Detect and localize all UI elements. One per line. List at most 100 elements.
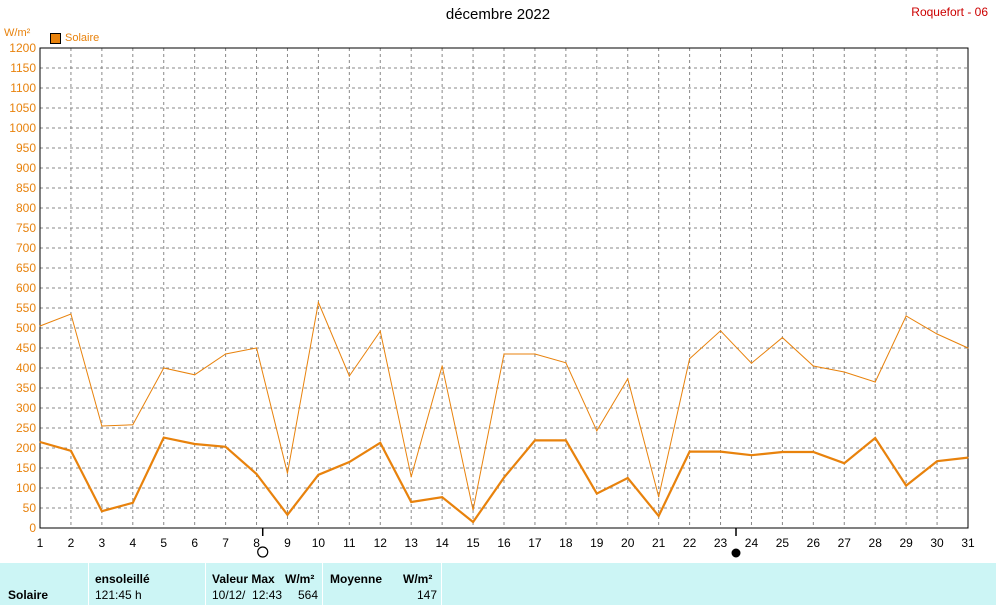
data-point-max	[132, 424, 134, 426]
data-point-mean	[719, 451, 722, 453]
data-point-max	[194, 374, 196, 376]
mean-header: Moyenne	[330, 572, 383, 586]
data-point-max	[534, 353, 536, 355]
data-point-max	[689, 358, 691, 360]
x-tick-label: 12	[374, 536, 388, 550]
data-point-max	[410, 476, 412, 478]
x-tick-label: 7	[222, 536, 229, 550]
data-point-max	[70, 313, 72, 315]
sunshine-header: ensoleillé	[95, 572, 150, 586]
data-point-mean	[255, 473, 258, 475]
x-tick-label: 19	[590, 536, 604, 550]
y-tick-label: 750	[16, 221, 36, 235]
x-tick-label: 11	[343, 536, 356, 550]
y-tick-label: 0	[29, 521, 36, 535]
x-tick-label: 28	[869, 536, 883, 550]
data-point-max	[750, 362, 753, 364]
full-moon-icon	[257, 546, 269, 558]
y-tick-label: 200	[16, 441, 36, 455]
x-tick-label: 16	[497, 536, 511, 550]
data-point-mean	[967, 457, 969, 459]
data-point-max	[317, 301, 319, 303]
x-tick-label: 13	[405, 536, 419, 550]
summary-footer: Solaire ensoleillé 121:45 h Valeur Max W…	[0, 563, 996, 605]
data-point-mean	[410, 501, 412, 503]
data-point-mean	[101, 510, 103, 512]
x-tick-label: 5	[160, 536, 167, 550]
x-tick-label: 22	[683, 536, 697, 550]
x-tick-label: 27	[838, 536, 852, 550]
data-point-max	[101, 425, 103, 427]
y-tick-label: 850	[16, 181, 36, 195]
x-tick-label: 9	[284, 536, 291, 550]
x-tick-label: 21	[652, 536, 666, 550]
data-point-max	[781, 337, 784, 339]
data-point-max	[379, 330, 381, 332]
data-point-max	[658, 496, 660, 498]
max-value: 564	[298, 588, 319, 602]
data-point-mean	[441, 496, 443, 498]
y-tick-label: 650	[16, 261, 36, 275]
legend-swatch	[50, 32, 61, 44]
x-tick-label: 30	[930, 536, 944, 550]
data-point-max	[967, 347, 969, 349]
x-tick-label: 26	[807, 536, 821, 550]
data-point-max	[905, 315, 907, 317]
station-name: Roquefort - 06	[911, 5, 988, 19]
footer-sunshine-cell: ensoleillé 121:45 h	[89, 563, 205, 605]
legend-label: Solaire	[65, 32, 100, 44]
mean-value: 147	[417, 588, 438, 602]
y-axis-unit: W/m²	[4, 27, 31, 39]
data-point-mean	[689, 451, 691, 453]
data-point-mean	[225, 446, 227, 448]
legend: Solaire	[50, 32, 99, 44]
x-tick-label: 18	[559, 536, 573, 550]
x-tick-label: 10	[312, 536, 326, 550]
x-tick-label: 23	[714, 536, 728, 550]
sunshine-value: 121:45 h	[95, 588, 142, 602]
data-point-max	[472, 509, 474, 511]
y-tick-label: 400	[16, 361, 36, 375]
data-point-max	[596, 430, 598, 432]
x-tick-label: 4	[129, 536, 136, 550]
data-point-mean	[874, 437, 876, 439]
y-tick-label: 100	[16, 481, 36, 495]
data-point-max	[719, 330, 722, 332]
data-point-mean	[348, 461, 350, 463]
data-point-max	[348, 375, 350, 377]
y-tick-label: 300	[16, 401, 36, 415]
mean-unit: W/m²	[403, 572, 433, 586]
y-tick-label: 50	[23, 501, 37, 515]
max-date: 10/12/ 12:43	[212, 588, 283, 602]
data-point-mean	[317, 474, 319, 476]
data-point-mean	[70, 450, 72, 452]
data-point-max	[503, 353, 505, 355]
y-tick-label: 550	[16, 301, 36, 315]
data-point-max	[225, 353, 227, 355]
data-point-mean	[286, 514, 289, 516]
y-tick-label: 1100	[10, 81, 36, 95]
y-tick-label: 600	[16, 281, 36, 295]
data-point-max	[627, 378, 629, 380]
max-unit: W/m²	[285, 572, 315, 586]
data-point-mean	[843, 462, 845, 464]
y-tick-label: 1050	[9, 101, 36, 115]
data-point-mean	[658, 515, 660, 517]
data-point-mean	[627, 477, 629, 479]
x-tick-label: 15	[466, 536, 480, 550]
x-tick-label: 17	[528, 536, 542, 550]
x-tick-label: 1	[37, 536, 44, 550]
data-point-mean	[39, 441, 41, 443]
max-header: Valeur Max	[212, 572, 275, 586]
x-tick-label: 24	[745, 536, 759, 550]
y-tick-label: 1000	[9, 121, 36, 135]
x-tick-label: 31	[961, 536, 975, 550]
data-point-mean	[163, 437, 165, 439]
y-tick-label: 500	[16, 321, 36, 335]
data-point-mean	[750, 454, 753, 456]
footer-mean-cell: Moyenne W/m² 147	[323, 563, 441, 605]
chart-title: décembre 2022	[445, 6, 551, 23]
y-tick-label: 700	[16, 241, 36, 255]
data-point-mean	[936, 460, 938, 462]
plot-frame	[39, 47, 969, 529]
